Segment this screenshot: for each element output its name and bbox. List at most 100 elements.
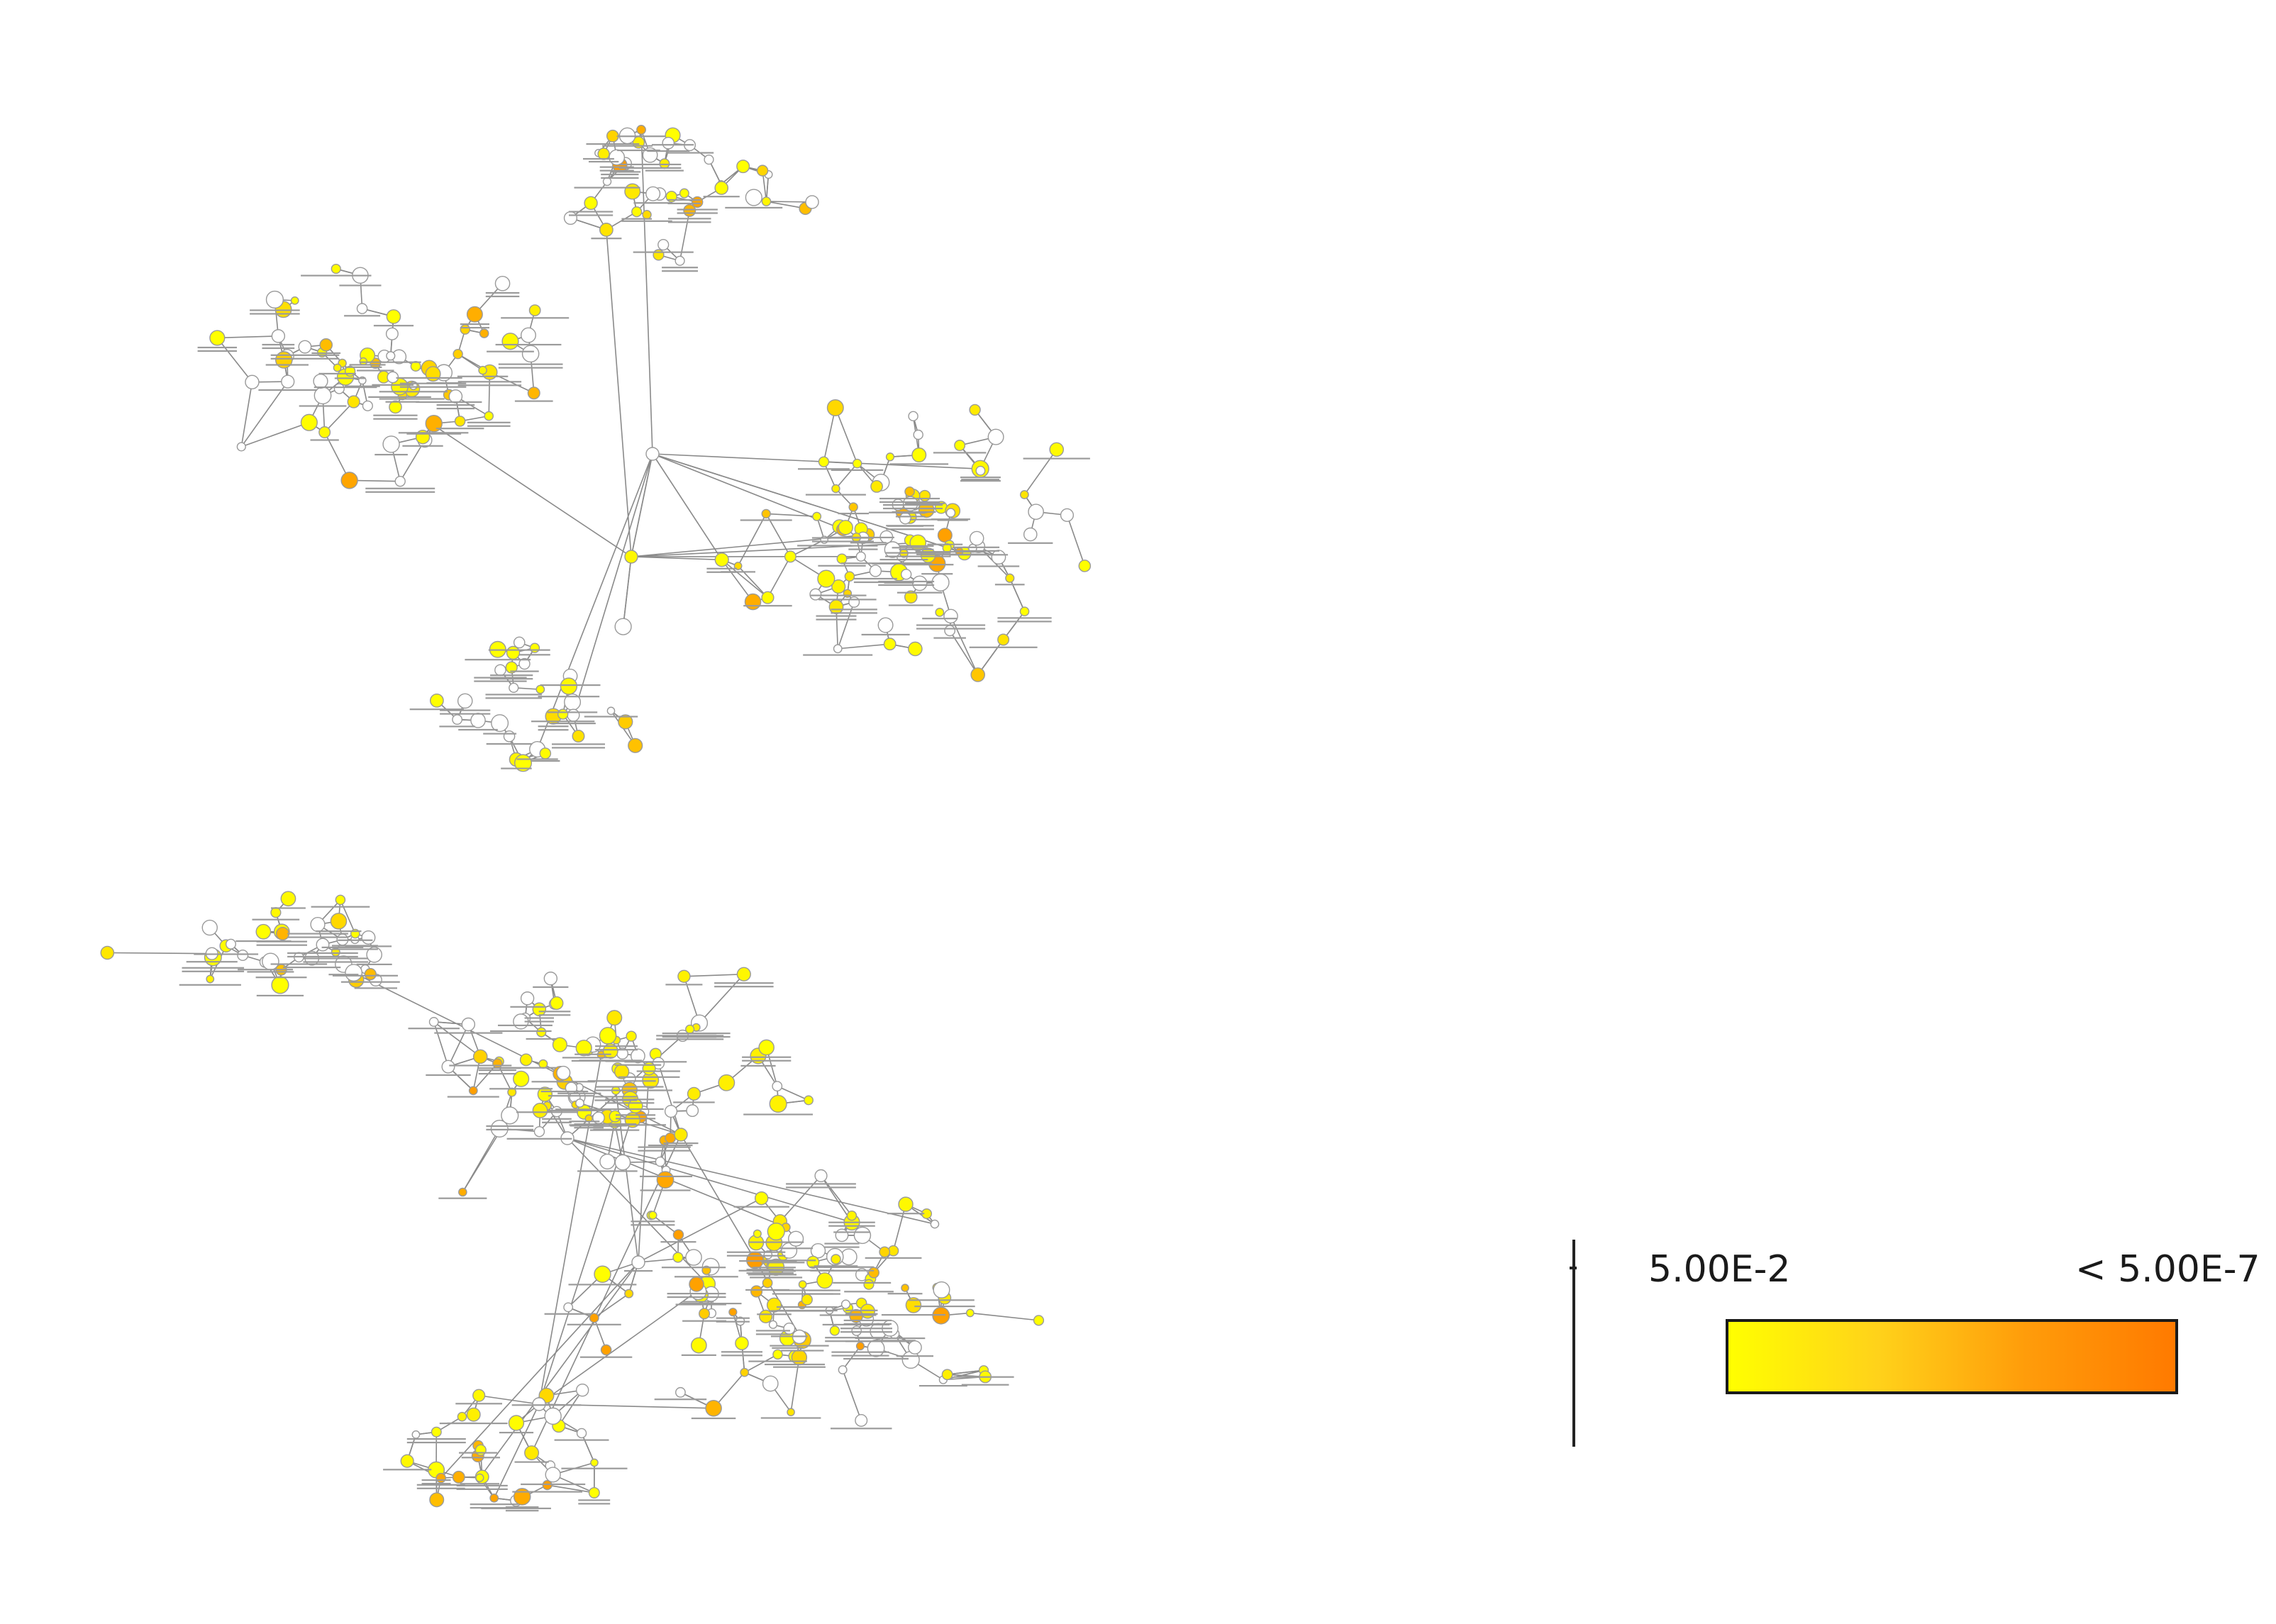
node-label-mark: [662, 267, 698, 269]
go-term-node: [489, 1493, 499, 1503]
node-label-mark: [490, 678, 533, 680]
node-label-mark: [716, 1317, 750, 1319]
go-term-node: [458, 1187, 467, 1197]
node-label-mark: [825, 1337, 889, 1339]
go-term-node: [597, 148, 610, 160]
node-label-mark: [953, 1376, 1014, 1378]
go-term-node: [340, 472, 358, 489]
go-term-node: [788, 1230, 804, 1247]
node-label-mark: [969, 646, 1038, 648]
node-label-mark: [426, 1074, 471, 1077]
node-label-mark: [803, 654, 873, 656]
network-edge: [440, 1262, 639, 1479]
node-label-mark: [853, 581, 897, 584]
node-label-mark: [524, 1017, 554, 1019]
node-label-mark: [182, 970, 245, 972]
node-label-mark: [333, 974, 398, 977]
node-label-mark: [879, 562, 928, 564]
node-label-mark: [997, 617, 1052, 619]
go-term-node: [430, 693, 444, 708]
go-term-node: [885, 452, 895, 462]
node-label-mark: [631, 1224, 675, 1226]
go-term-node: [533, 1125, 545, 1138]
node-label-mark: [516, 1111, 579, 1113]
legend-divider-line: [1572, 1240, 1575, 1447]
network-edge: [567, 1138, 853, 1223]
network-edge: [737, 565, 769, 599]
node-label-mark: [303, 957, 369, 960]
node-label-mark: [256, 944, 307, 946]
network-edge: [721, 559, 768, 599]
go-term-node: [298, 340, 312, 354]
node-label-mark: [313, 386, 377, 389]
node-label-mark: [547, 711, 598, 713]
go-term-node: [838, 1365, 848, 1375]
go-term-node: [631, 1255, 645, 1269]
node-label-mark: [595, 1086, 664, 1088]
go-term-node: [970, 667, 986, 682]
node-label-mark: [933, 637, 966, 639]
go-term-node: [492, 1058, 503, 1069]
go-term-node: [310, 916, 326, 933]
go-term-node: [628, 738, 643, 753]
go-term-node: [945, 508, 956, 518]
node-label-mark: [495, 343, 562, 346]
node-label-mark: [595, 1045, 638, 1047]
node-label-mark: [345, 945, 392, 947]
node-label-mark: [416, 1484, 465, 1486]
node-label-mark: [640, 1175, 693, 1177]
node-label-mark: [822, 1323, 890, 1325]
network-edge: [721, 559, 754, 603]
node-label-mark: [879, 559, 928, 561]
node-label-mark: [379, 391, 448, 393]
node-label-mark: [616, 1118, 656, 1120]
go-term-node: [386, 351, 396, 361]
node-label-mark: [179, 984, 241, 986]
go-term-node: [798, 1280, 807, 1289]
network-edge: [842, 1369, 862, 1421]
go-term-node: [271, 976, 289, 994]
node-label-mark: [584, 716, 638, 718]
node-label-mark: [311, 906, 370, 908]
node-label-mark: [753, 1270, 796, 1272]
go-term-node: [908, 411, 918, 422]
node-label-mark: [810, 1269, 860, 1272]
network-edge: [558, 1389, 583, 1426]
go-term-node: [576, 1428, 587, 1439]
node-label-mark: [656, 1038, 724, 1040]
node-label-mark: [831, 612, 877, 614]
go-term-node: [425, 414, 443, 433]
node-label-mark: [951, 553, 994, 555]
go-term-node: [870, 479, 883, 493]
go-term-node: [1019, 606, 1030, 616]
network-edge: [479, 1262, 639, 1479]
node-label-mark: [828, 1225, 875, 1227]
node-label-mark: [638, 1146, 691, 1148]
go-term-node: [606, 706, 616, 716]
go-term-node: [394, 475, 406, 487]
node-label-mark: [740, 1064, 776, 1067]
node-label-mark: [706, 567, 738, 569]
node-label-mark: [538, 1011, 571, 1013]
node-label-mark: [616, 135, 666, 138]
node-label-mark: [439, 725, 475, 728]
go-term-node: [545, 1467, 561, 1483]
node-label-mark: [483, 733, 517, 735]
go-term-node: [805, 195, 819, 209]
node-label-mark: [487, 350, 534, 352]
node-label-mark: [605, 1102, 655, 1104]
node-label-mark: [848, 548, 878, 550]
network-edge: [240, 382, 253, 447]
go-term-node: [518, 657, 531, 670]
node-label-mark: [798, 468, 850, 470]
go-term-node: [400, 1454, 414, 1468]
go-term-node: [761, 196, 772, 206]
go-term-node: [740, 1367, 750, 1377]
network-edge: [652, 453, 981, 469]
node-label-mark: [586, 143, 640, 145]
go-term-node: [791, 1349, 808, 1366]
go-term-node: [538, 1059, 548, 1069]
go-term-node: [746, 1251, 765, 1269]
node-label-mark: [338, 939, 373, 941]
go-term-node: [472, 1389, 486, 1402]
